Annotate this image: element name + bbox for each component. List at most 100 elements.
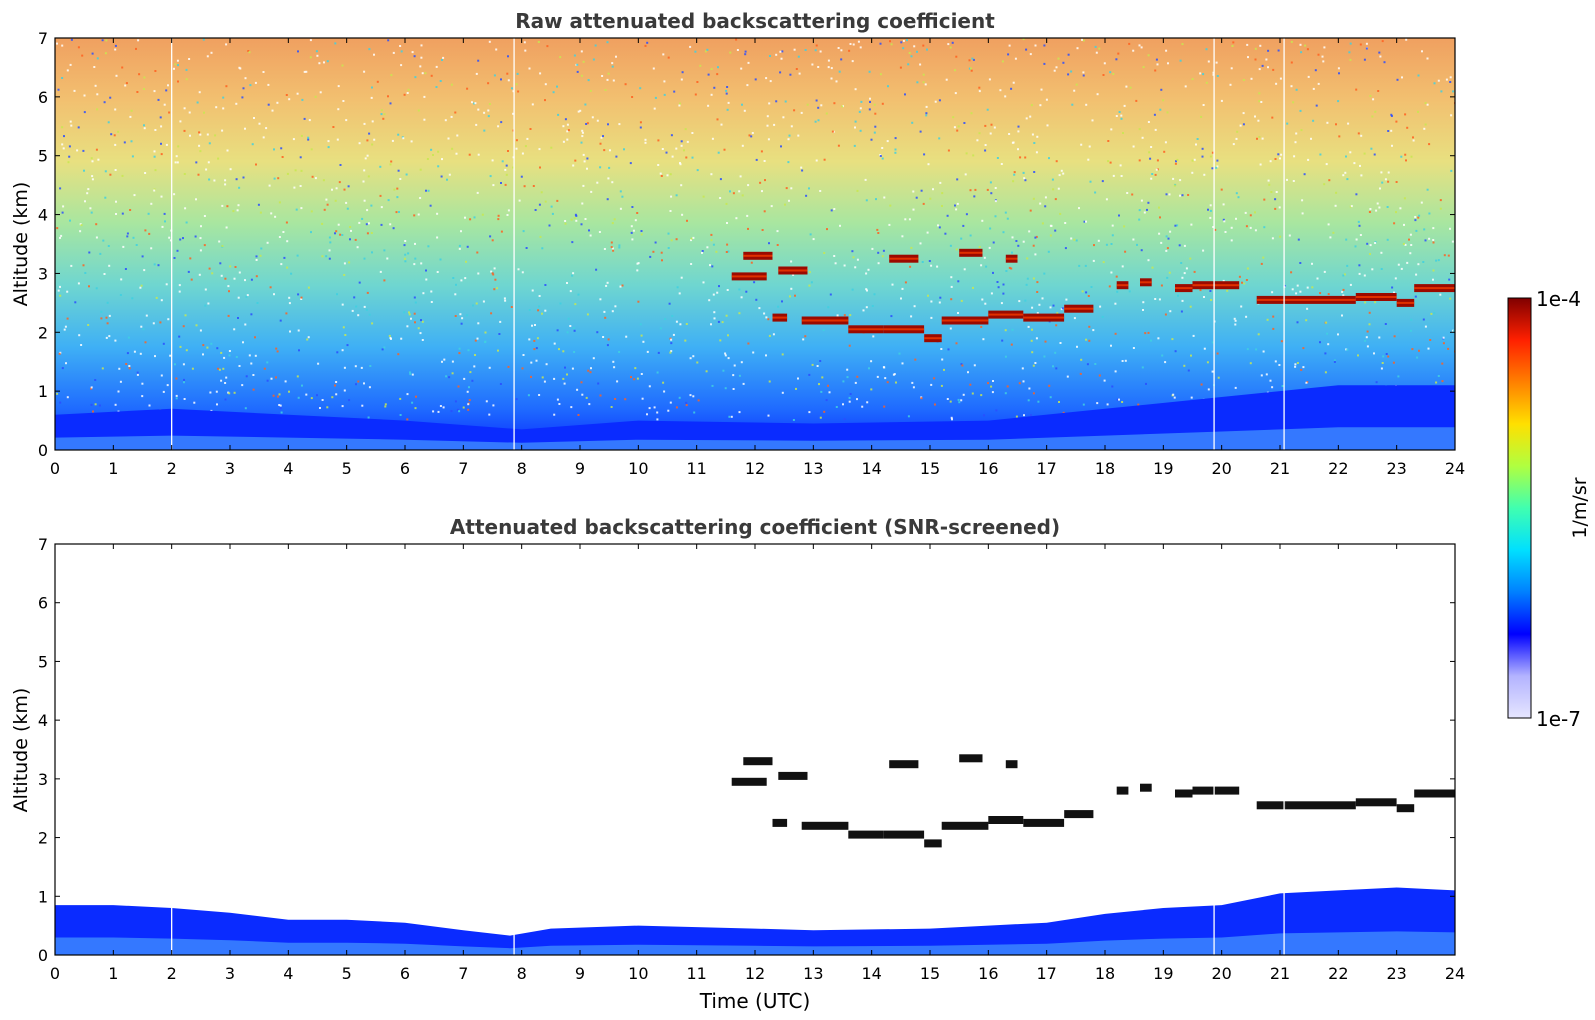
noise-pixel bbox=[765, 77, 768, 80]
noise-pixel bbox=[599, 166, 602, 169]
noise-pixel bbox=[660, 175, 663, 177]
noise-pixel bbox=[916, 50, 918, 53]
noise-pixel bbox=[1174, 162, 1177, 165]
noise-pixel bbox=[733, 364, 736, 367]
noise-pixel bbox=[458, 410, 461, 413]
noise-pixel bbox=[725, 251, 728, 253]
noise-pixel bbox=[782, 116, 785, 119]
noise-pixel bbox=[299, 156, 302, 159]
noise-pixel bbox=[1414, 295, 1417, 298]
noise-pixel bbox=[654, 96, 657, 99]
noise-pixel bbox=[331, 396, 334, 399]
noise-pixel bbox=[729, 190, 731, 193]
noise-pixel bbox=[1085, 291, 1088, 294]
cloud-core bbox=[1192, 284, 1240, 287]
noise-pixel bbox=[1121, 265, 1124, 268]
noise-pixel bbox=[1261, 137, 1264, 140]
noise-pixel bbox=[193, 401, 196, 404]
noise-pixel bbox=[155, 296, 158, 299]
noise-pixel bbox=[895, 381, 897, 384]
noise-pixel bbox=[1428, 212, 1431, 215]
noise-pixel bbox=[723, 148, 726, 151]
noise-pixel bbox=[63, 135, 65, 138]
noise-pixel bbox=[202, 353, 204, 356]
noise-pixel bbox=[327, 146, 330, 149]
noise-pixel bbox=[420, 319, 422, 322]
noise-pixel bbox=[1355, 193, 1358, 196]
cloud-segment bbox=[1256, 801, 1286, 810]
noise-pixel bbox=[467, 349, 470, 352]
noise-pixel bbox=[980, 394, 983, 397]
noise-pixel bbox=[908, 218, 911, 221]
noise-pixel bbox=[879, 42, 882, 45]
noise-pixel bbox=[140, 284, 143, 287]
noise-pixel bbox=[1342, 288, 1345, 291]
noise-pixel bbox=[1159, 108, 1162, 111]
noise-pixel bbox=[210, 51, 213, 54]
noise-pixel bbox=[1174, 224, 1177, 227]
noise-pixel bbox=[250, 313, 253, 316]
noise-pixel bbox=[305, 70, 308, 73]
noise-pixel bbox=[133, 194, 136, 197]
noise-pixel bbox=[1054, 198, 1057, 201]
surface-band bbox=[55, 427, 1455, 450]
noise-pixel bbox=[265, 127, 268, 130]
noise-pixel bbox=[962, 224, 965, 227]
noise-pixel bbox=[154, 129, 157, 131]
noise-pixel bbox=[746, 214, 749, 217]
noise-pixel bbox=[117, 390, 120, 393]
noise-pixel bbox=[454, 111, 457, 114]
noise-pixel bbox=[475, 72, 478, 75]
noise-pixel bbox=[468, 399, 471, 402]
noise-pixel bbox=[337, 223, 340, 226]
noise-pixel bbox=[1310, 137, 1312, 140]
noise-pixel bbox=[474, 354, 476, 356]
x-tick-label: 18 bbox=[1095, 964, 1115, 983]
noise-pixel bbox=[1363, 152, 1366, 155]
noise-pixel bbox=[710, 233, 713, 236]
noise-pixel bbox=[421, 339, 424, 341]
noise-pixel bbox=[468, 153, 471, 156]
noise-pixel bbox=[305, 393, 308, 396]
noise-pixel bbox=[805, 194, 808, 197]
noise-pixel bbox=[724, 352, 727, 355]
noise-pixel bbox=[793, 109, 796, 112]
noise-pixel bbox=[906, 39, 908, 42]
noise-pixel bbox=[267, 103, 270, 106]
noise-pixel bbox=[744, 50, 747, 53]
noise-pixel bbox=[204, 304, 207, 307]
noise-pixel bbox=[363, 70, 366, 73]
noise-pixel bbox=[947, 149, 950, 152]
noise-pixel bbox=[1006, 217, 1009, 220]
x-tick-label: 23 bbox=[1386, 964, 1406, 983]
noise-pixel bbox=[56, 42, 58, 45]
noise-pixel bbox=[750, 261, 753, 264]
noise-pixel bbox=[531, 289, 534, 292]
noise-pixel bbox=[1333, 359, 1336, 362]
noise-pixel bbox=[123, 141, 126, 144]
noise-pixel bbox=[185, 68, 188, 71]
noise-pixel bbox=[709, 264, 711, 267]
noise-pixel bbox=[66, 317, 69, 320]
noise-pixel bbox=[110, 133, 113, 136]
noise-pixel bbox=[610, 246, 613, 249]
cloud-core bbox=[883, 328, 925, 331]
noise-pixel bbox=[575, 214, 578, 217]
noise-pixel bbox=[1338, 135, 1341, 138]
noise-pixel bbox=[91, 52, 94, 55]
noise-pixel bbox=[573, 217, 576, 220]
noise-pixel bbox=[1064, 247, 1067, 250]
noise-pixel bbox=[582, 153, 585, 156]
noise-pixel bbox=[1017, 148, 1019, 151]
noise-pixel bbox=[206, 55, 209, 58]
noise-pixel bbox=[1035, 235, 1038, 238]
noise-pixel bbox=[194, 235, 197, 238]
noise-pixel bbox=[675, 406, 678, 409]
noise-pixel bbox=[768, 102, 771, 105]
noise-pixel bbox=[675, 320, 678, 323]
cloud-segment bbox=[889, 760, 919, 769]
noise-pixel bbox=[183, 129, 186, 132]
noise-pixel bbox=[992, 271, 994, 274]
noise-pixel bbox=[269, 286, 272, 289]
noise-pixel bbox=[669, 173, 672, 176]
